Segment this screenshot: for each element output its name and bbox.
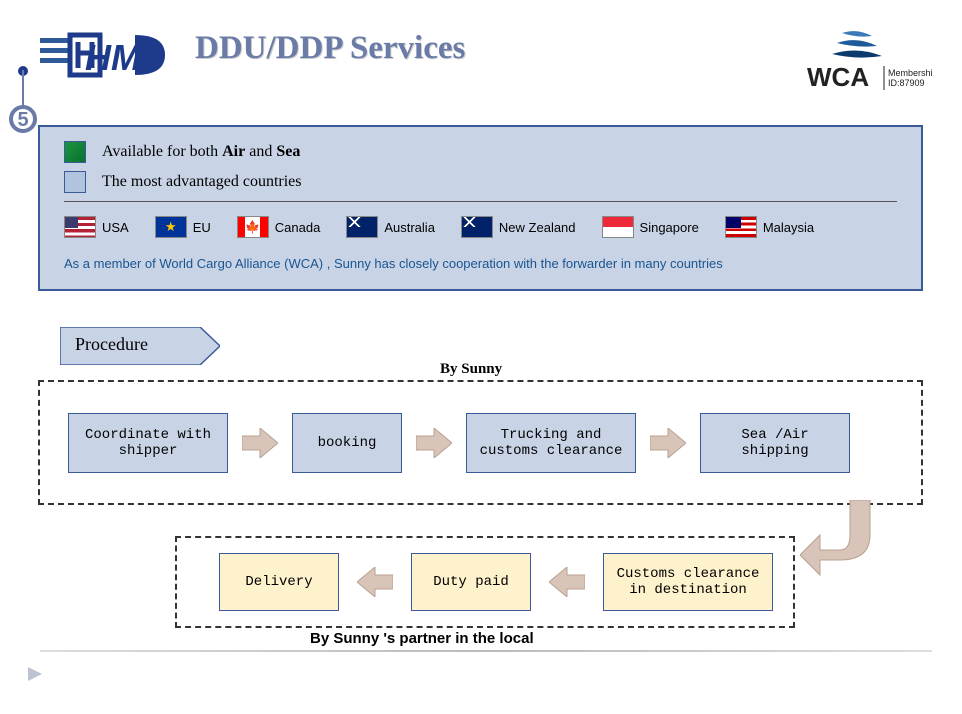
country-item: 🍁 Canada [237, 216, 321, 238]
divider [64, 201, 897, 202]
legend-blue-square [64, 171, 86, 193]
flag-icon [461, 216, 493, 238]
flow-step: Trucking and customs clearance [466, 413, 636, 473]
country-name: Australia [384, 220, 435, 235]
country-name: Singapore [640, 220, 699, 235]
legend-text: The most advantaged countries [102, 173, 302, 191]
country-name: Canada [275, 220, 321, 235]
svg-text:HM: HM [85, 37, 142, 78]
svg-text:WCA: WCA [807, 62, 869, 92]
flow-step: Customs clearance in destination [603, 553, 773, 611]
arrow-left-icon [357, 567, 393, 597]
legend-green-square [64, 141, 86, 163]
flag-icon [346, 216, 378, 238]
procedure-tag: Procedure [60, 327, 220, 365]
country-item: New Zealand [461, 216, 576, 238]
by-sunny-label: By Sunny [440, 361, 502, 378]
legend-air-sea: Available for both Air and Sea [64, 141, 897, 163]
arrow-left-icon [549, 567, 585, 597]
country-item: Malaysia [725, 216, 814, 238]
section-number: 5 [9, 105, 37, 133]
footer-triangle-icon [28, 667, 42, 686]
page-title: DDU/DDP Services [195, 30, 465, 67]
flag-icon: ★ [155, 216, 187, 238]
by-partner-label: By Sunny 's partner in the local [310, 630, 534, 647]
info-panel: Available for both Air and Sea The most … [38, 125, 923, 291]
flow-top-container: Coordinate with shipper booking Trucking a… [38, 380, 923, 505]
flow-step: Duty paid [411, 553, 531, 611]
company-logo: HM [40, 30, 170, 80]
country-name: Malaysia [763, 220, 814, 235]
country-name: EU [193, 220, 211, 235]
corner-arrow [800, 500, 875, 580]
svg-text:ID:87909: ID:87909 [888, 78, 925, 88]
country-item: USA [64, 216, 129, 238]
svg-text:Membership: Membership [888, 68, 932, 78]
flag-icon [725, 216, 757, 238]
flow-step: Delivery [219, 553, 339, 611]
flag-icon [602, 216, 634, 238]
country-name: New Zealand [499, 220, 576, 235]
flow-step: Coordinate with shipper [68, 413, 228, 473]
country-item: Singapore [602, 216, 699, 238]
flag-icon: 🍁 [237, 216, 269, 238]
wca-logo: WCA Membership ID:87909 [802, 28, 932, 108]
country-list: USA ★ EU 🍁 Canada Australia New Zealand Singapo… [64, 216, 897, 238]
arrow-right-icon [650, 428, 686, 458]
footer-line [40, 650, 932, 652]
country-name: USA [102, 220, 129, 235]
flow-bottom-container: Customs clearance in destination Duty pai… [175, 536, 795, 628]
flag-icon [64, 216, 96, 238]
arrow-right-icon [242, 428, 278, 458]
legend-countries: The most advantaged countries [64, 171, 897, 193]
country-item: ★ EU [155, 216, 211, 238]
country-item: Australia [346, 216, 435, 238]
flow-step: booking [292, 413, 402, 473]
arrow-right-icon [416, 428, 452, 458]
flow-step: Sea /Air shipping [700, 413, 850, 473]
wca-note: As a member of World Cargo Alliance (WCA… [64, 256, 897, 271]
legend-text: Available for both Air and Sea [102, 143, 300, 161]
